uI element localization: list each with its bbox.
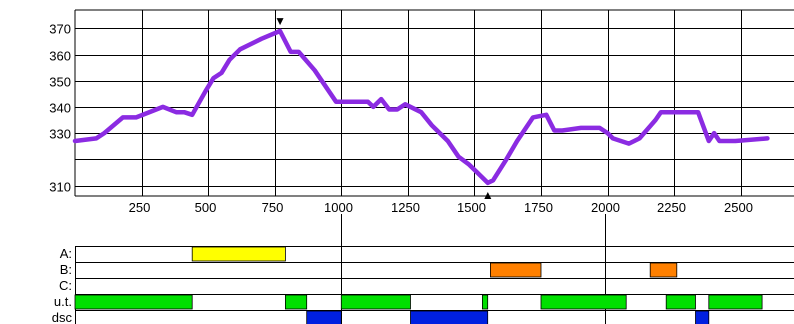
track-segment xyxy=(191,246,286,262)
track-segment xyxy=(74,294,193,310)
track-segment xyxy=(695,310,710,324)
track-label: C: xyxy=(59,278,72,293)
y-axis-ticks: 310 330 340 350 360 370 xyxy=(49,22,71,195)
x-tick-label: 1000 xyxy=(324,200,353,215)
track-segment xyxy=(665,294,696,310)
x-tick-label: 500 xyxy=(195,200,217,215)
min-elevation-marker: ▲ xyxy=(482,188,494,202)
y-tick-label: 350 xyxy=(49,75,71,90)
grid xyxy=(75,10,794,196)
track-segment xyxy=(284,294,308,310)
track-segment xyxy=(540,294,627,310)
track-segment xyxy=(481,294,489,310)
y-tick-label: 370 xyxy=(49,22,71,37)
x-tick-label: 2250 xyxy=(657,200,686,215)
track-label: B: xyxy=(60,262,72,277)
x-tick-label: 2500 xyxy=(724,200,753,215)
segment-tracks: A:B:C:u.t.dsc xyxy=(52,214,794,324)
x-tick-label: 750 xyxy=(262,200,284,215)
x-tick-label: 1750 xyxy=(524,200,553,215)
x-tick-label: 1250 xyxy=(391,200,420,215)
track-segment xyxy=(410,310,489,324)
y-tick-label: 330 xyxy=(49,127,71,142)
track-label: dsc xyxy=(52,310,73,324)
y-tick-label: 310 xyxy=(49,180,71,195)
plot-frame xyxy=(74,9,794,197)
track-segment xyxy=(489,262,542,278)
x-tick-label: 2000 xyxy=(591,200,620,215)
x-tick-label: 250 xyxy=(129,200,151,215)
extrema-markers: ▼▲ xyxy=(274,14,494,202)
x-tick-label: 1500 xyxy=(457,200,486,215)
y-tick-label: 360 xyxy=(49,49,71,64)
elevation-series-line xyxy=(72,28,770,186)
track-segment xyxy=(306,310,342,324)
x-axis-ticks: 250 500 750 1000 1250 1500 1750 2000 2250 2500 xyxy=(129,200,753,215)
track-label: A: xyxy=(60,246,72,261)
track-segment xyxy=(708,294,763,310)
max-elevation-marker: ▼ xyxy=(274,14,286,28)
track-label: u.t. xyxy=(54,294,72,309)
track-segment xyxy=(649,262,678,278)
y-tick-label: 340 xyxy=(49,101,71,116)
track-segment xyxy=(340,294,411,310)
series-layer xyxy=(72,28,770,186)
